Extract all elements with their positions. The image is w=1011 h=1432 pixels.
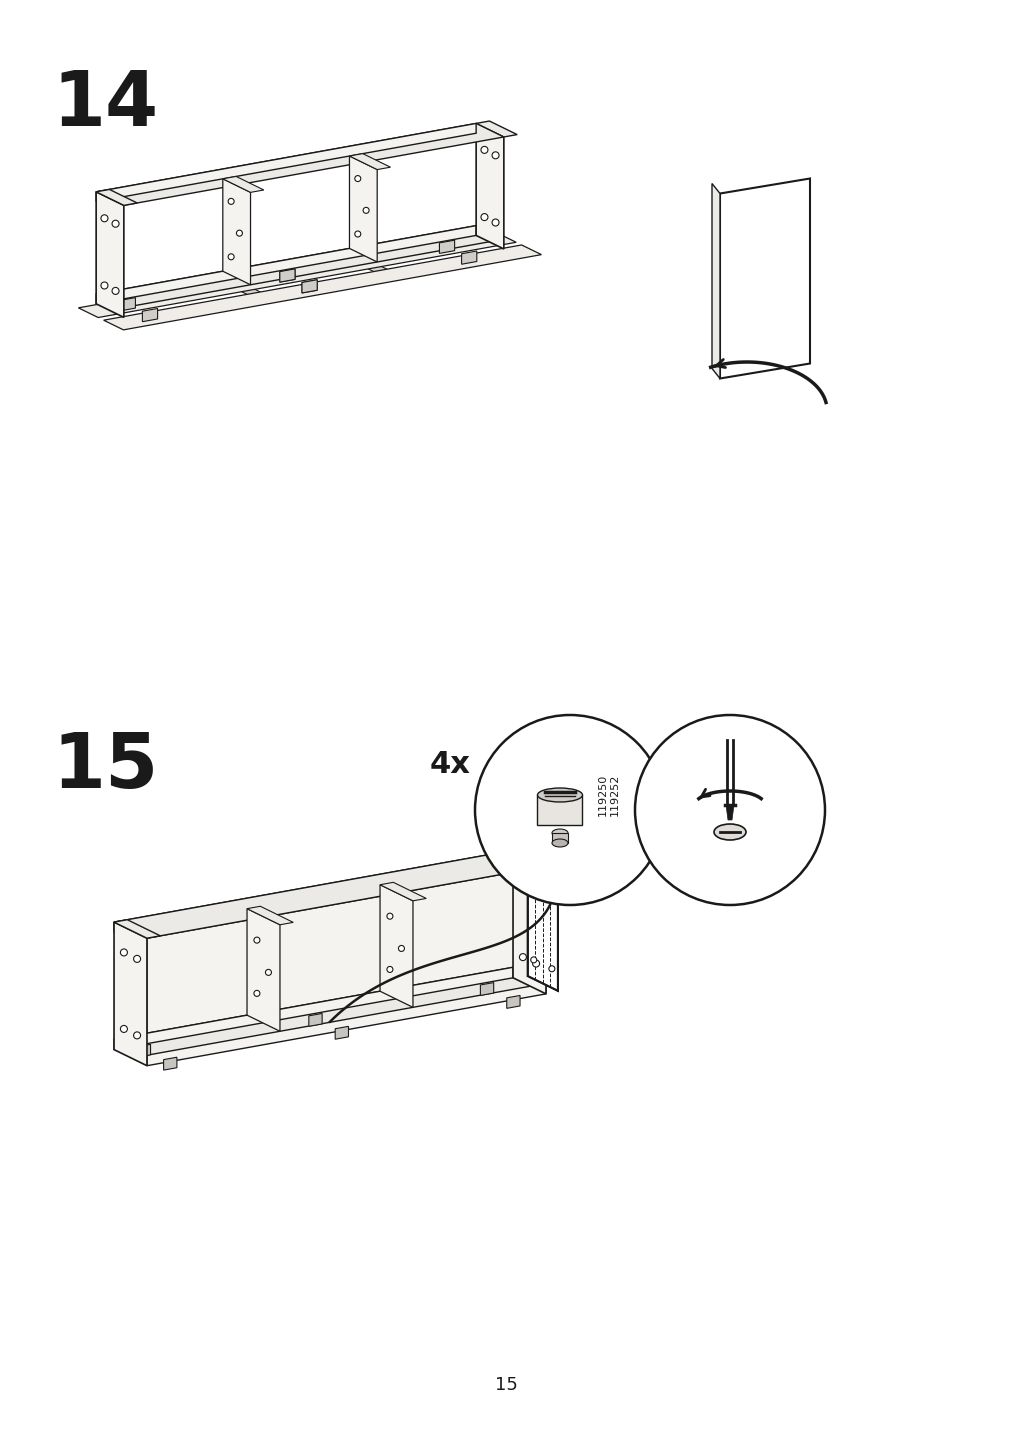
Ellipse shape xyxy=(551,839,567,846)
Circle shape xyxy=(519,878,526,884)
Polygon shape xyxy=(380,882,426,901)
Polygon shape xyxy=(335,1027,348,1040)
Circle shape xyxy=(491,152,498,159)
Circle shape xyxy=(237,231,243,236)
Polygon shape xyxy=(301,279,316,294)
Ellipse shape xyxy=(714,823,745,841)
Text: 119250: 119250 xyxy=(598,773,608,816)
Polygon shape xyxy=(461,251,476,265)
Polygon shape xyxy=(513,848,559,866)
Polygon shape xyxy=(301,279,316,294)
Polygon shape xyxy=(280,269,295,282)
Polygon shape xyxy=(96,226,503,308)
Polygon shape xyxy=(103,245,541,329)
Circle shape xyxy=(386,967,392,972)
Polygon shape xyxy=(96,189,137,205)
Polygon shape xyxy=(725,805,733,821)
Polygon shape xyxy=(164,1057,177,1070)
Circle shape xyxy=(101,282,108,289)
Text: 15: 15 xyxy=(494,1376,517,1393)
Polygon shape xyxy=(114,851,545,938)
Polygon shape xyxy=(537,795,582,825)
Polygon shape xyxy=(349,153,390,169)
Polygon shape xyxy=(96,123,475,202)
Polygon shape xyxy=(712,183,719,378)
Circle shape xyxy=(101,215,108,222)
Polygon shape xyxy=(343,253,405,281)
Text: 119252: 119252 xyxy=(610,773,620,816)
Circle shape xyxy=(265,969,271,975)
Circle shape xyxy=(474,715,664,905)
Circle shape xyxy=(112,221,119,228)
Circle shape xyxy=(519,954,526,961)
Polygon shape xyxy=(513,851,545,994)
Circle shape xyxy=(355,176,361,182)
Polygon shape xyxy=(114,967,513,1050)
Polygon shape xyxy=(551,833,567,843)
Polygon shape xyxy=(475,123,503,249)
Circle shape xyxy=(530,868,536,874)
Polygon shape xyxy=(137,1044,151,1057)
Polygon shape xyxy=(475,122,517,137)
Polygon shape xyxy=(507,995,520,1008)
Circle shape xyxy=(480,213,487,221)
Circle shape xyxy=(634,715,824,905)
Circle shape xyxy=(386,914,392,919)
Circle shape xyxy=(548,876,554,882)
Polygon shape xyxy=(380,885,412,1007)
Circle shape xyxy=(254,991,260,997)
Polygon shape xyxy=(247,906,293,925)
Polygon shape xyxy=(143,308,158,322)
Ellipse shape xyxy=(537,788,582,802)
Circle shape xyxy=(532,884,539,891)
Polygon shape xyxy=(96,226,475,304)
Circle shape xyxy=(120,949,127,957)
Polygon shape xyxy=(216,276,279,304)
Polygon shape xyxy=(147,866,545,1065)
Polygon shape xyxy=(480,982,493,995)
Polygon shape xyxy=(96,192,123,318)
Circle shape xyxy=(363,208,369,213)
Circle shape xyxy=(530,957,536,962)
Circle shape xyxy=(532,959,539,967)
Polygon shape xyxy=(78,232,516,318)
Polygon shape xyxy=(349,156,377,262)
Circle shape xyxy=(480,146,487,153)
Circle shape xyxy=(227,253,234,259)
Polygon shape xyxy=(114,851,513,932)
Circle shape xyxy=(227,199,234,205)
Polygon shape xyxy=(280,269,295,282)
Circle shape xyxy=(491,219,498,226)
Circle shape xyxy=(120,1025,127,1032)
Polygon shape xyxy=(719,179,809,378)
Polygon shape xyxy=(216,279,229,282)
Circle shape xyxy=(548,965,554,972)
Polygon shape xyxy=(114,922,147,1065)
Polygon shape xyxy=(343,256,356,259)
Circle shape xyxy=(254,937,260,944)
Text: 14: 14 xyxy=(52,67,158,142)
Text: 15: 15 xyxy=(52,730,158,803)
Circle shape xyxy=(355,231,361,238)
Polygon shape xyxy=(96,123,503,205)
Circle shape xyxy=(112,288,119,295)
Circle shape xyxy=(398,945,404,951)
Polygon shape xyxy=(247,909,280,1031)
Polygon shape xyxy=(222,179,251,285)
Polygon shape xyxy=(527,849,557,991)
Ellipse shape xyxy=(551,829,567,836)
Polygon shape xyxy=(308,1014,321,1027)
Polygon shape xyxy=(114,919,160,938)
Polygon shape xyxy=(222,176,264,192)
Polygon shape xyxy=(114,967,545,1055)
Circle shape xyxy=(133,955,141,962)
Polygon shape xyxy=(120,298,135,311)
Polygon shape xyxy=(439,241,454,253)
Circle shape xyxy=(133,1032,141,1038)
Text: 4x: 4x xyxy=(430,750,470,779)
